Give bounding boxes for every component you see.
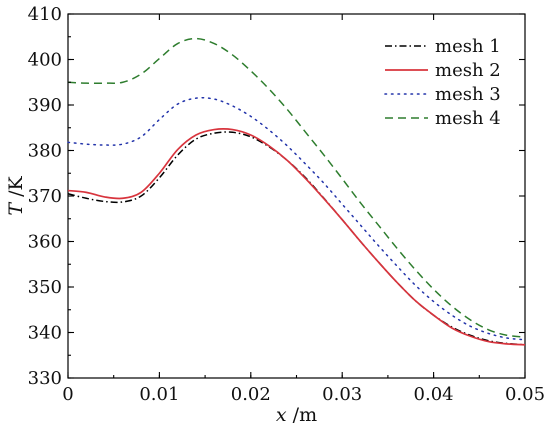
x-axis-variable: x bbox=[276, 404, 287, 426]
x-tick-label: 0.03 bbox=[322, 384, 362, 405]
y-tick-label: 380 bbox=[28, 141, 62, 162]
legend-label: mesh 2 bbox=[435, 60, 501, 81]
legend-label: mesh 4 bbox=[435, 108, 501, 129]
y-tick-label: 400 bbox=[28, 50, 62, 71]
y-tick-label: 360 bbox=[28, 232, 62, 253]
series-line-mesh-1 bbox=[67, 131, 526, 346]
legend-label: mesh 1 bbox=[435, 36, 501, 57]
series-line-mesh-4 bbox=[67, 37, 526, 338]
x-tick-label: 0.04 bbox=[414, 384, 454, 405]
legend: mesh 1 mesh 2 mesh 3 mesh 4 bbox=[384, 36, 501, 129]
x-axis-unit: /m bbox=[287, 404, 317, 426]
x-tick-label: 0 bbox=[62, 384, 73, 405]
y-axis-unit: /K bbox=[5, 176, 27, 203]
series-line-mesh-2 bbox=[67, 128, 526, 346]
y-tick-label: 390 bbox=[28, 95, 62, 116]
y-tick-label: 350 bbox=[28, 277, 62, 298]
x-tick-label: 0.05 bbox=[505, 384, 545, 405]
y-axis-label: T /K bbox=[5, 176, 27, 216]
y-tick-label: 370 bbox=[28, 186, 62, 207]
series-layer bbox=[67, 37, 526, 346]
legend-label: mesh 3 bbox=[435, 84, 501, 105]
x-tick-label: 0.02 bbox=[231, 384, 271, 405]
y-axis-variable: T bbox=[5, 202, 27, 216]
x-axis-label: x /m bbox=[276, 404, 317, 426]
x-axis: 0 0.01 0.02 0.03 0.04 0.05 bbox=[62, 14, 545, 405]
y-tick-label: 410 bbox=[28, 4, 62, 25]
series-line-mesh-3 bbox=[67, 97, 526, 341]
y-tick-label: 340 bbox=[28, 323, 62, 344]
x-tick-label: 0.01 bbox=[139, 384, 179, 405]
y-tick-label: 330 bbox=[28, 368, 62, 389]
y-axis: 330 340 350 360 370 380 390 400 410 bbox=[28, 4, 525, 389]
